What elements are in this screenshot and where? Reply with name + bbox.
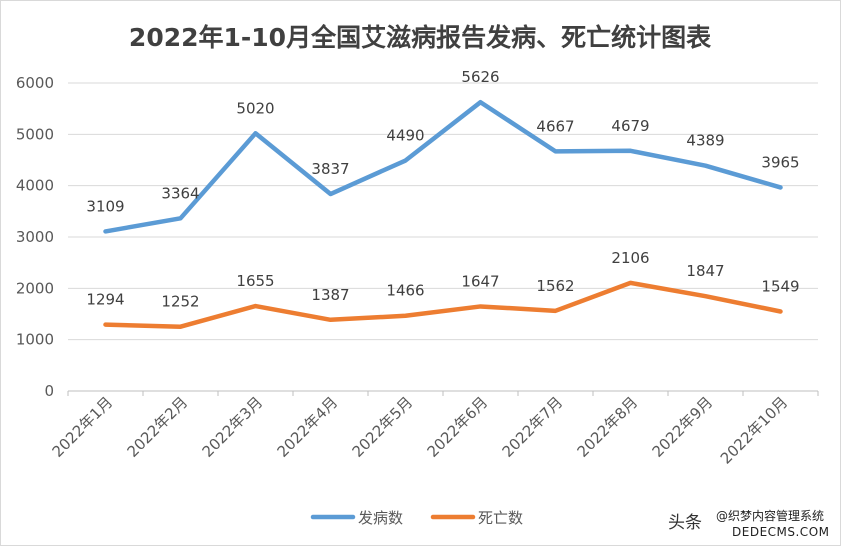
data-label: 1252 bbox=[161, 293, 199, 311]
x-tick-label: 2022年10月 bbox=[717, 393, 791, 467]
data-label: 3837 bbox=[311, 160, 349, 178]
data-label: 3364 bbox=[161, 184, 199, 202]
x-tick-label: 2022年8月 bbox=[574, 393, 642, 461]
data-label: 1387 bbox=[311, 286, 349, 304]
data-label: 1647 bbox=[461, 272, 499, 290]
y-tick-label: 1000 bbox=[16, 331, 54, 349]
watermark-brand: 头条 bbox=[668, 513, 702, 533]
series-line-1 bbox=[103, 99, 783, 234]
data-label: 2106 bbox=[611, 249, 649, 267]
data-label: 5020 bbox=[236, 99, 274, 117]
series-line-2 bbox=[103, 280, 783, 329]
x-tick-label: 2022年7月 bbox=[499, 393, 567, 461]
data-label: 1655 bbox=[236, 272, 274, 290]
data-label: 1466 bbox=[386, 282, 424, 300]
data-label: 4389 bbox=[686, 132, 724, 150]
data-label: 1562 bbox=[536, 277, 574, 295]
data-label: 4679 bbox=[611, 117, 649, 135]
data-label: 1549 bbox=[761, 277, 799, 295]
y-tick-label: 4000 bbox=[16, 177, 54, 195]
chart-title: 2022年1-10月全国艾滋病报告发病、死亡统计图表 bbox=[129, 23, 712, 52]
y-tick-label: 6000 bbox=[16, 74, 54, 92]
x-tick-label: 2022年5月 bbox=[349, 393, 417, 461]
data-label: 1294 bbox=[86, 291, 124, 309]
x-tick-label: 2022年3月 bbox=[199, 393, 267, 461]
x-tick-label: 2022年1月 bbox=[49, 393, 117, 461]
x-tick-label: 2022年4月 bbox=[274, 393, 342, 461]
data-label: 5626 bbox=[461, 68, 499, 86]
data-label: 3109 bbox=[86, 197, 124, 215]
watermark-handle: @织梦内容管理系统 bbox=[716, 509, 825, 523]
x-tick-label: 2022年6月 bbox=[424, 393, 492, 461]
data-label: 1847 bbox=[686, 262, 724, 280]
y-tick-label: 5000 bbox=[16, 125, 54, 143]
x-tick-label: 2022年9月 bbox=[649, 393, 717, 461]
watermark-site: DEDECMS.COM bbox=[732, 525, 830, 539]
data-label: 3965 bbox=[761, 153, 799, 171]
y-tick-label: 0 bbox=[44, 382, 54, 400]
legend-label: 发病数 bbox=[358, 509, 403, 527]
legend-label: 死亡数 bbox=[478, 509, 523, 527]
y-tick-label: 3000 bbox=[16, 228, 54, 246]
y-tick-label: 2000 bbox=[16, 279, 54, 297]
data-label: 4667 bbox=[536, 117, 574, 135]
x-tick-label: 2022年2月 bbox=[124, 393, 192, 461]
data-label: 4490 bbox=[386, 127, 424, 145]
